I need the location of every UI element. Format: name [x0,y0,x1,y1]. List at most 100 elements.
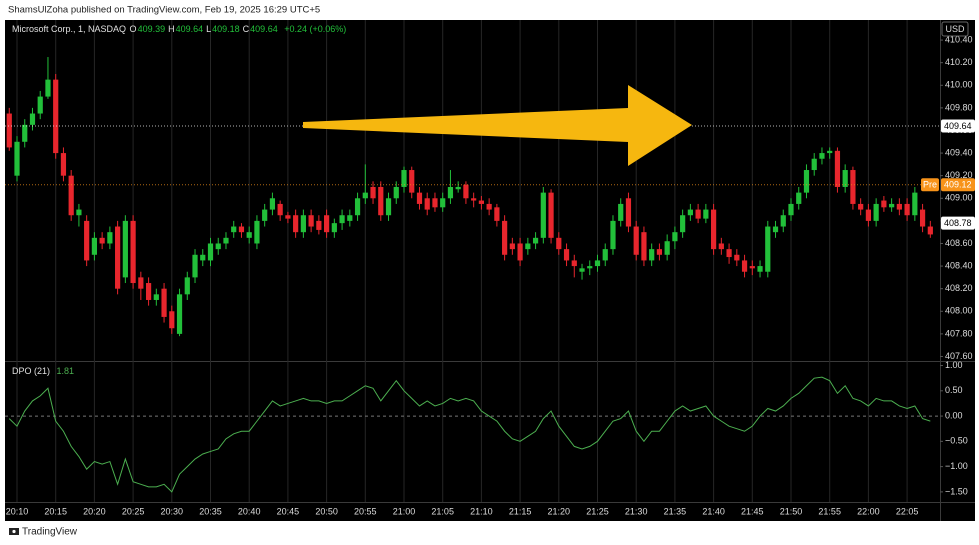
candle-body [687,209,693,216]
ohlc-label: O [129,24,137,34]
candle-body [269,198,276,210]
candle-body [532,237,539,244]
candle-body [231,226,237,233]
x-tick-label: 21:20 [548,506,571,516]
ohlc-value: 409.39 [137,24,166,34]
candle-body [556,237,562,250]
candle-body [401,170,407,187]
candle-body [192,254,198,278]
y-tick-label: 410.00 [945,80,973,90]
x-tick-label: 20:40 [238,506,261,516]
candle-body [788,203,794,216]
indicator-line [8,376,931,493]
candle-body [84,220,90,261]
ohlc-value: 409.64 [175,24,204,34]
candle-body [362,192,368,199]
candle-body [76,209,82,216]
candle-body [478,200,484,204]
candle-body [649,249,655,261]
candle-body [625,198,632,227]
x-tick-label: 21:50 [780,506,803,516]
candle-body [45,79,51,97]
candle-body [393,186,399,199]
brand-name: TradingView [22,527,78,538]
candle-body [540,192,546,238]
candle-body [115,226,121,289]
x-tick-label: 21:10 [470,506,493,516]
candle-body [200,254,206,261]
candle-body [354,198,361,216]
y2-tick-label: −1.50 [945,486,968,496]
candle-body [919,209,926,227]
price-badge-label: 409.12 [944,180,972,190]
y-tick-label: 408.20 [945,283,973,293]
price-badge-tag [921,178,939,192]
candle-body [262,209,268,221]
ohlc-label: L [206,24,212,34]
x-tick-label: 20:50 [315,506,338,516]
candle-body [99,237,105,244]
candle-body [161,288,167,317]
candle-body [579,268,585,272]
symbol-legend: Microsoft Corp., 1, NASDAQ O409.39 H409.6… [12,24,347,34]
candle-body [331,223,337,233]
change: +0.24 (+0.06%) [284,24,347,34]
candle-body [122,220,128,278]
candle-body [896,203,902,210]
candle-body [385,198,392,216]
candle-body [37,96,43,114]
y2-tick-label: 0.00 [945,410,963,420]
candle-body [29,113,36,125]
candle-body [277,203,283,216]
x-tick-label: 21:30 [625,506,648,516]
x-tick-label: 20:35 [199,506,222,516]
candle-body [850,170,856,204]
y-tick-label: 409.20 [945,170,973,180]
candle-body [424,198,430,210]
candle-body [618,203,624,221]
y-tick-label: 408.60 [945,238,973,248]
candle-body [525,243,531,250]
candle-body [548,192,554,238]
candle-body [416,192,423,204]
candle-body [509,243,515,250]
candle-body [749,266,755,269]
candle-body [238,226,245,233]
candle-body [316,220,322,230]
y-tick-label: 409.00 [945,193,973,203]
y-tick-label: 407.60 [945,351,973,361]
x-tick-label: 22:00 [857,506,880,516]
candle-body [641,232,647,261]
x-tick-label: 20:45 [277,506,300,516]
candle-body [672,232,678,242]
candle-body [734,254,740,261]
y-tick-label: 410.40 [945,34,973,44]
candle-body [107,232,113,244]
y-tick-label: 407.80 [945,328,973,338]
x-tick-label: 21:55 [818,506,841,516]
candle-body [718,243,724,250]
candle-body [184,277,190,295]
candle-body [664,241,670,255]
x-tick-label: 21:25 [586,506,609,516]
x-tick-label: 20:15 [44,506,67,516]
x-tick-label: 20:20 [83,506,106,516]
indicator-name: DPO (21) [12,366,51,376]
candle-body [834,150,841,187]
currency-box[interactable] [941,21,969,37]
brand: TradingView [9,527,78,538]
x-tick-label: 20:55 [354,506,377,516]
ohlc: O409.39 H409.64 L409.18 C409.64 [130,24,281,34]
x-tick-label: 21:15 [509,506,532,516]
candle-body [741,260,748,272]
candle-body [563,249,570,261]
candle-body [440,198,446,208]
candle-body [53,79,59,154]
chart-area [5,20,975,521]
price-badge [941,216,975,230]
candle-body [827,150,833,154]
axes: 20:10 20:15 20:20 20:25 20:30 20:35 20:40 20:45… [6,34,975,516]
y-tick-label: 409.80 [945,102,973,112]
